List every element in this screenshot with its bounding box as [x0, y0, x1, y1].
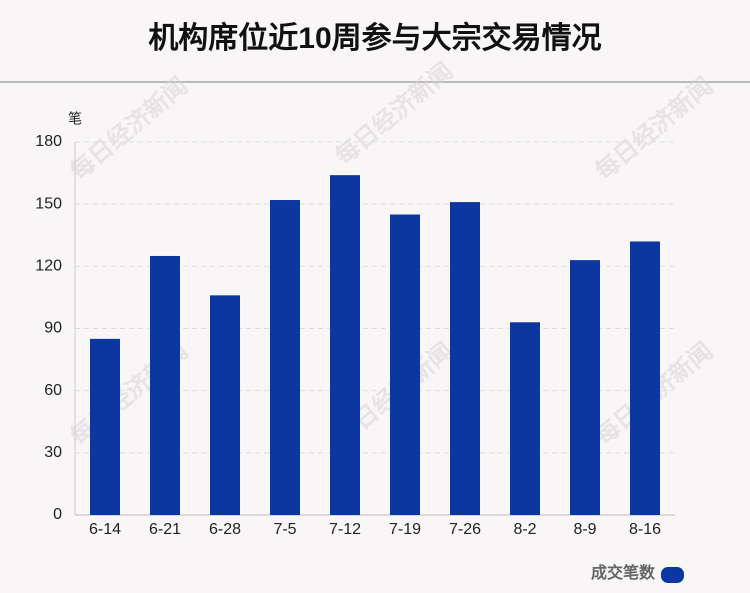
x-tick-label: 6-21 — [149, 521, 181, 538]
x-tick-label: 7-26 — [449, 521, 481, 538]
y-tick-label: 30 — [44, 444, 62, 461]
bar — [630, 241, 660, 515]
bar — [570, 260, 600, 515]
x-tick-label: 8-9 — [573, 521, 596, 538]
y-tick-label: 150 — [35, 195, 62, 212]
bar — [150, 255, 180, 515]
bar — [90, 338, 120, 515]
x-tick-label: 7-5 — [273, 521, 296, 538]
x-tick-label: 8-16 — [629, 521, 661, 538]
y-tick-label: 60 — [44, 382, 62, 399]
bar — [450, 202, 480, 515]
bar — [390, 214, 420, 515]
x-tick-label: 7-19 — [389, 521, 421, 538]
x-tick-label: 6-14 — [89, 521, 121, 538]
y-tick-label: 120 — [35, 258, 62, 275]
y-tick-label: 90 — [44, 320, 62, 337]
x-tick-label: 6-28 — [209, 521, 241, 538]
legend-swatch — [661, 567, 684, 583]
y-tick-label: 180 — [35, 133, 62, 150]
bar — [330, 175, 360, 515]
x-tick-label: 8-2 — [513, 521, 536, 538]
bar — [270, 200, 300, 515]
chart-title: 机构席位近10周参与大宗交易情况 — [148, 21, 601, 55]
bar — [210, 295, 240, 515]
bar — [510, 322, 540, 515]
legend-label: 成交笔数 — [591, 563, 656, 582]
y-axis-label: 笔 — [68, 111, 82, 127]
x-tick-label: 7-12 — [329, 521, 361, 538]
y-tick-label: 0 — [53, 506, 62, 523]
